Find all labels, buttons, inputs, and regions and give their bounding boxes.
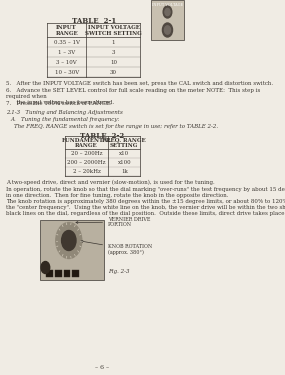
FancyBboxPatch shape: [151, 0, 184, 40]
Text: Fig. 2-3: Fig. 2-3: [108, 270, 130, 274]
Text: 20 – 200Hz: 20 – 200Hz: [71, 151, 102, 156]
Text: TABLE  2-2: TABLE 2-2: [80, 132, 125, 140]
Circle shape: [165, 8, 170, 16]
FancyBboxPatch shape: [55, 270, 62, 277]
Circle shape: [163, 6, 172, 18]
Text: 1: 1: [112, 39, 115, 45]
Text: VERNIER DRIVE
PORTION: VERNIER DRIVE PORTION: [76, 217, 150, 228]
Text: A two-speed drive, direct and vernier (slow-motion), is used for the tuning.: A two-speed drive, direct and vernier (s…: [6, 180, 215, 185]
Text: The FREQ. RANGE switch is set for the range in use; refer to TABLE 2-2.: The FREQ. RANGE switch is set for the ra…: [15, 124, 219, 129]
Text: 200 – 2000Hz: 200 – 2000Hz: [67, 160, 106, 165]
Text: KNOB ROTATION
(approx. 380°): KNOB ROTATION (approx. 380°): [81, 240, 152, 255]
Text: INPUT
RANGE: INPUT RANGE: [55, 25, 78, 36]
Circle shape: [41, 261, 50, 273]
Circle shape: [164, 26, 170, 34]
FancyBboxPatch shape: [72, 270, 79, 277]
FancyBboxPatch shape: [64, 270, 70, 277]
Text: In operation, rotate the knob so that the dial marking "over-runs" the test freq: In operation, rotate the knob so that th…: [6, 187, 285, 198]
Text: 10 – 30V: 10 – 30V: [54, 69, 79, 75]
Text: FUNDAMENTAL
RANGE: FUNDAMENTAL RANGE: [62, 138, 111, 148]
Text: TABLE  2-1: TABLE 2-1: [72, 17, 116, 25]
Text: x100: x100: [117, 160, 131, 165]
Text: A.   Tuning the fundamental frequency:: A. Tuning the fundamental frequency:: [11, 117, 120, 122]
Text: 7.   Press the 100% switch of RANGE.: 7. Press the 100% switch of RANGE.: [6, 101, 111, 106]
Circle shape: [162, 23, 172, 37]
Text: 2 – 20kHz: 2 – 20kHz: [72, 169, 100, 174]
Text: FREQ. RANGE
SETTING: FREQ. RANGE SETTING: [102, 138, 146, 148]
Text: 2.1-3   Tuning and Balancing Adjustments: 2.1-3 Tuning and Balancing Adjustments: [6, 110, 123, 115]
Text: – 6 –: – 6 –: [95, 365, 109, 370]
Text: 30: 30: [110, 69, 117, 75]
FancyBboxPatch shape: [46, 270, 53, 277]
Circle shape: [62, 231, 76, 251]
Text: x10: x10: [119, 151, 129, 156]
FancyBboxPatch shape: [40, 219, 104, 279]
Text: 1k: 1k: [121, 169, 128, 174]
Circle shape: [56, 222, 82, 258]
Text: 10: 10: [110, 60, 117, 64]
Text: 3 – 10V: 3 – 10V: [56, 60, 77, 64]
Text: 0.35 – 1V: 0.35 – 1V: [54, 39, 80, 45]
Text: 5.   After the INPUT VOLTAGE switch has been set, press the CAL switch and disto: 5. After the INPUT VOLTAGE switch has be…: [6, 81, 273, 86]
Text: 6.   Advance the SET LEVEL control for full scale reading on the meter NOTE:  Th: 6. Advance the SET LEVEL control for ful…: [6, 88, 260, 105]
Text: INPUT VOLTAGE: INPUT VOLTAGE: [152, 3, 183, 7]
Text: The knob rotation is approximately 380 degrees within the ±15 degree limits, or : The knob rotation is approximately 380 d…: [6, 200, 285, 216]
Text: 3: 3: [112, 50, 115, 54]
Text: INPUT VOLTAGE
SWITCH SETTING: INPUT VOLTAGE SWITCH SETTING: [85, 25, 142, 36]
Text: 1 – 3V: 1 – 3V: [58, 50, 75, 54]
